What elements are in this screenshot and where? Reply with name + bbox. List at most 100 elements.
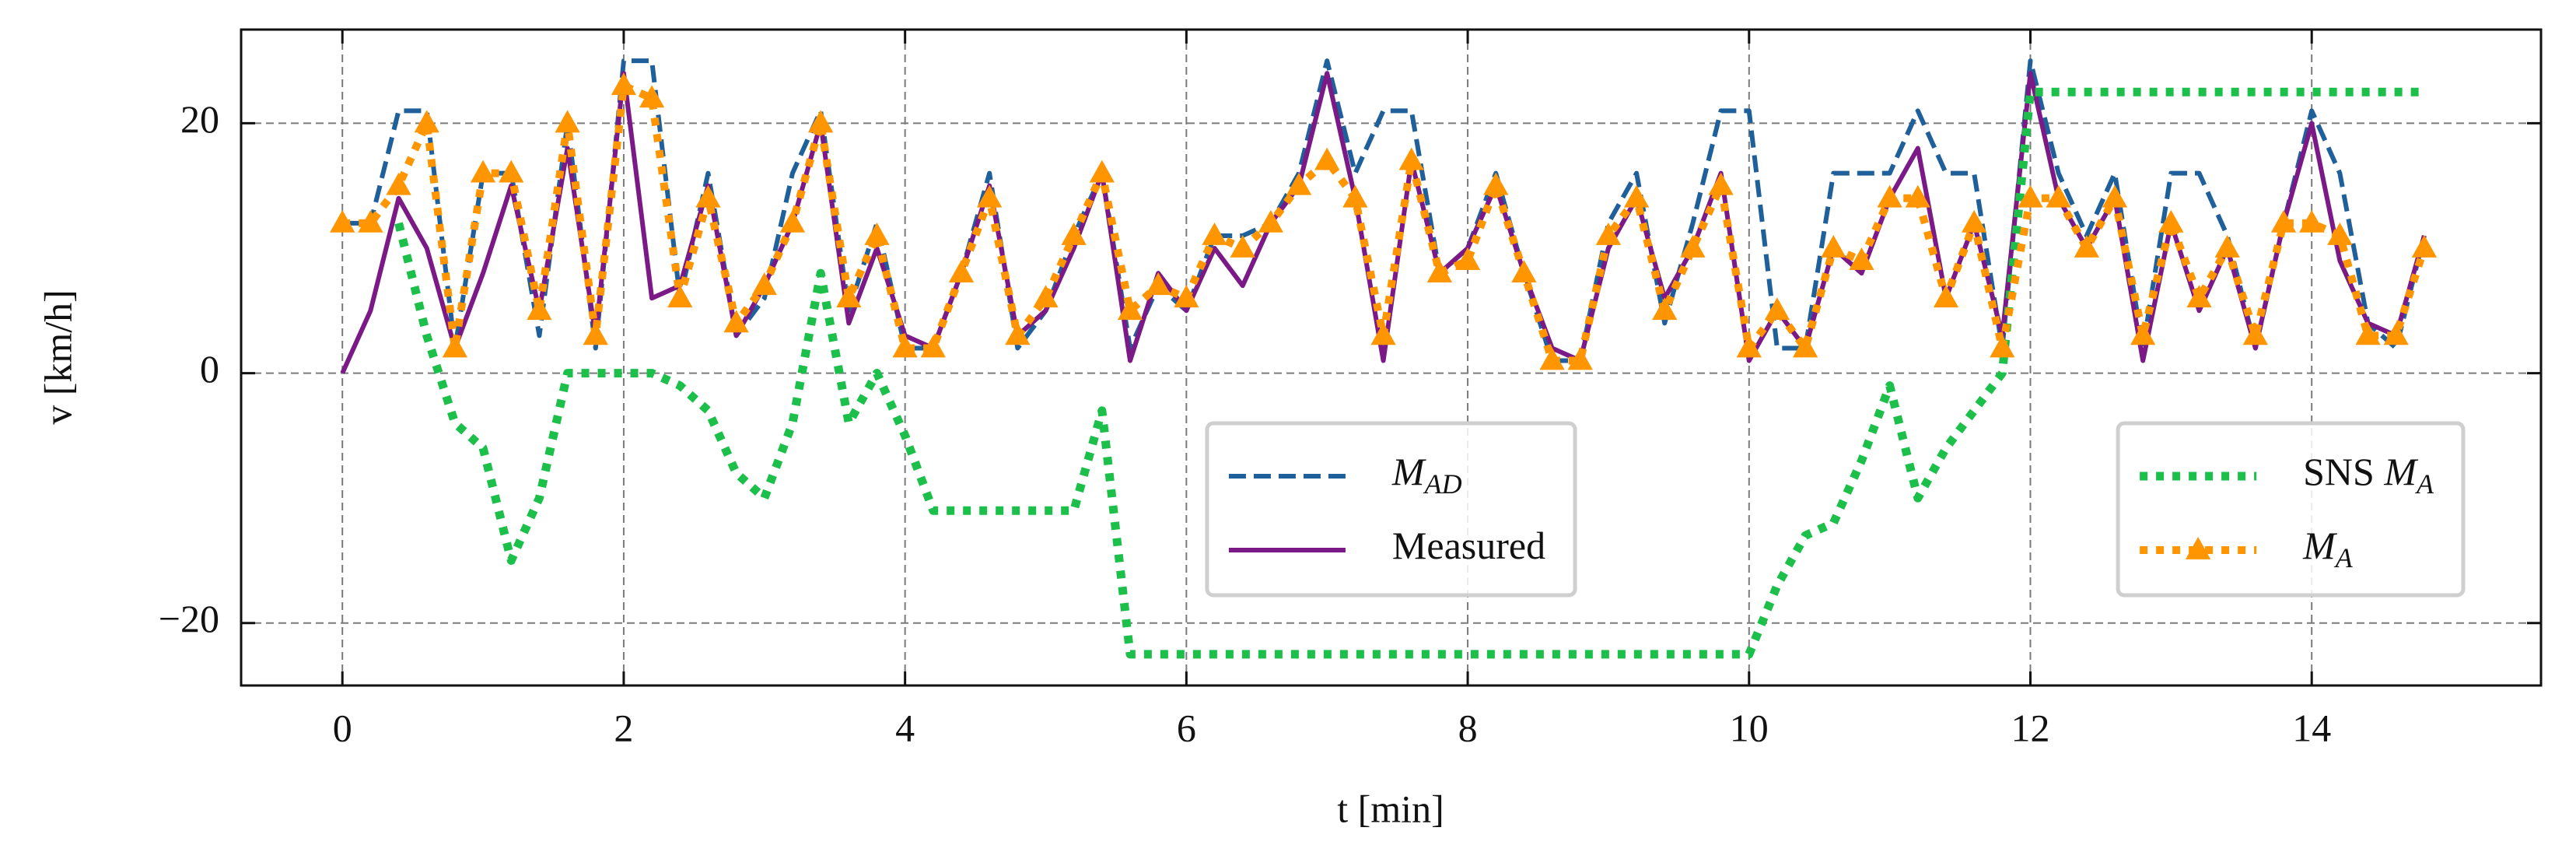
marker <box>1089 160 1115 183</box>
x-tick-label: 12 <box>2011 706 2049 749</box>
y-tick-label: 0 <box>200 347 219 391</box>
legend: SNS MA MA <box>2116 421 2466 598</box>
marker <box>330 209 355 233</box>
marker <box>442 335 468 358</box>
marker <box>1905 184 1930 208</box>
marker <box>2242 322 2269 345</box>
marker <box>723 310 749 333</box>
marker <box>2214 235 2240 258</box>
marker <box>779 209 806 233</box>
marker <box>2018 184 2043 208</box>
marker <box>807 110 834 133</box>
marker <box>1033 285 1059 308</box>
marker <box>2158 209 2184 233</box>
marker <box>695 184 721 208</box>
marker <box>1398 147 1424 170</box>
x-tick-label: 2 <box>614 706 633 749</box>
legend-label: MAD <box>1391 450 1462 500</box>
marker <box>2383 322 2409 345</box>
marker <box>1708 172 1734 195</box>
marker <box>977 184 1003 208</box>
marker <box>892 335 918 358</box>
x-tick-label: 6 <box>1177 706 1196 749</box>
legend-label: MA <box>2302 524 2354 573</box>
marker <box>1146 272 1171 296</box>
marker <box>358 209 383 233</box>
marker <box>2299 209 2325 233</box>
marker <box>2186 285 2212 308</box>
x-axis-label: t [min] <box>1337 787 1444 830</box>
marker <box>1314 147 1340 170</box>
marker <box>1539 347 1565 370</box>
marker <box>499 160 524 183</box>
x-tick-label: 0 <box>333 706 352 749</box>
marker <box>1342 184 1368 208</box>
marker <box>1961 209 1987 233</box>
legend-box <box>1205 421 1577 598</box>
marker <box>751 272 777 296</box>
plot-area <box>330 58 2438 659</box>
legend-label: Measured <box>1392 524 1545 567</box>
marker <box>1483 172 1509 195</box>
marker <box>2074 235 2099 258</box>
marker <box>1990 335 2015 358</box>
marker <box>1680 235 1706 258</box>
marker <box>1877 184 1902 208</box>
marker <box>2270 209 2297 233</box>
y-tick-label: −20 <box>159 597 219 640</box>
marker <box>527 297 552 321</box>
marker <box>1933 285 1959 308</box>
marker <box>1849 247 1874 270</box>
marker <box>1623 184 1650 208</box>
marker <box>836 285 862 308</box>
marker <box>2355 322 2381 345</box>
marker <box>1595 222 1622 245</box>
marker <box>1286 172 1312 195</box>
marker <box>470 160 496 183</box>
legend-box <box>2116 421 2466 598</box>
marker <box>1117 297 1143 321</box>
marker <box>555 110 580 133</box>
marker <box>2411 235 2438 258</box>
marker <box>611 72 637 96</box>
marker <box>1736 335 1762 358</box>
marker <box>1061 222 1087 245</box>
marker <box>864 222 890 245</box>
marker <box>386 172 411 195</box>
marker <box>1792 335 1818 358</box>
marker <box>1230 235 1255 258</box>
marker <box>2130 322 2156 345</box>
legend-label: SNS MA <box>2303 450 2434 500</box>
marker <box>1174 285 1199 308</box>
marker <box>1567 347 1593 370</box>
marker <box>583 322 608 345</box>
axes-frame <box>240 28 2543 687</box>
y-tick-label: 20 <box>180 97 219 141</box>
x-tick-label: 4 <box>895 706 915 749</box>
marker <box>1511 260 1537 283</box>
marker <box>2046 184 2071 208</box>
marker <box>639 85 665 108</box>
y-axis-label: v [km/h] <box>36 289 79 425</box>
marker <box>1202 222 1227 245</box>
series-line <box>342 82 2428 365</box>
marker <box>2327 222 2353 245</box>
x-tick-label: 8 <box>1458 706 1478 749</box>
legend-marker <box>2185 537 2211 559</box>
marker <box>1764 297 1790 321</box>
x-tick-label: 14 <box>2292 706 2331 749</box>
marker <box>948 260 975 283</box>
marker <box>1370 322 1396 345</box>
marker <box>1258 209 1284 233</box>
series-line <box>394 87 2424 659</box>
marker <box>1005 322 1031 345</box>
marker <box>1454 247 1481 270</box>
marker <box>920 335 946 358</box>
marker <box>1652 297 1678 321</box>
marker <box>414 110 439 133</box>
marker <box>1821 235 1846 258</box>
x-tick-label: 10 <box>1730 706 1769 749</box>
legend: MAD Measured <box>1205 421 1577 598</box>
marker <box>667 285 693 308</box>
